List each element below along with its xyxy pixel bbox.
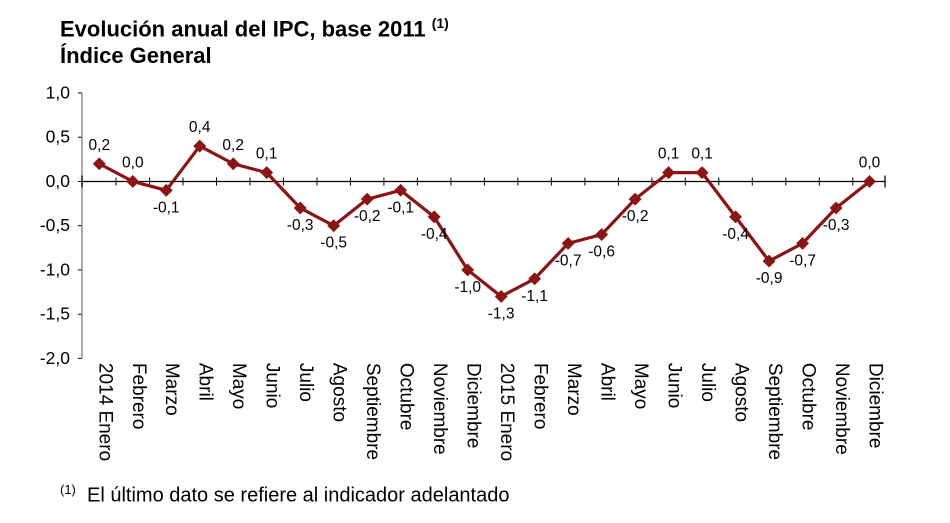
svg-text:Diciembre: Diciembre (463, 363, 484, 449)
svg-text:Febrero: Febrero (530, 363, 551, 430)
svg-text:-0,6: -0,6 (588, 244, 615, 261)
svg-text:-1,5: -1,5 (40, 304, 70, 324)
svg-text:-0,7: -0,7 (789, 252, 816, 269)
svg-text:1,0: 1,0 (46, 83, 71, 103)
svg-text:Noviembre: Noviembre (429, 363, 450, 455)
svg-text:0,5: 0,5 (46, 127, 70, 147)
svg-text:-0,5: -0,5 (320, 235, 347, 252)
svg-text:Septiembre: Septiembre (764, 363, 785, 460)
svg-text:Julio: Julio (295, 363, 316, 402)
svg-text:Marzo: Marzo (563, 363, 584, 416)
svg-text:0,1: 0,1 (691, 146, 713, 163)
svg-text:2014 Enero: 2014 Enero (94, 363, 115, 461)
svg-text:-1,3: -1,3 (488, 306, 515, 323)
svg-text:-0,7: -0,7 (555, 252, 582, 269)
svg-text:-0,3: -0,3 (823, 217, 850, 234)
svg-text:-0,3: -0,3 (287, 217, 314, 234)
svg-text:Septiembre: Septiembre (362, 363, 383, 460)
svg-text:Febrero: Febrero (128, 363, 149, 430)
svg-text:-1,1: -1,1 (521, 288, 548, 305)
svg-text:0,0: 0,0 (859, 155, 881, 172)
svg-text:-0,5: -0,5 (40, 215, 70, 235)
svg-text:-0,1: -0,1 (387, 199, 414, 216)
svg-text:Marzo: Marzo (161, 363, 182, 416)
svg-text:-1,0: -1,0 (40, 259, 70, 279)
svg-text:Noviembre: Noviembre (831, 363, 852, 455)
svg-text:Mayo: Mayo (228, 363, 249, 409)
svg-text:Abril: Abril (597, 363, 618, 401)
svg-text:0,0: 0,0 (46, 171, 71, 191)
svg-text:2015 Enero: 2015 Enero (496, 363, 517, 461)
svg-text:-0,2: -0,2 (354, 208, 381, 225)
svg-text:Agosto: Agosto (329, 363, 350, 422)
svg-text:0,1: 0,1 (256, 146, 278, 163)
svg-text:-2,0: -2,0 (40, 348, 70, 368)
svg-text:Junio: Junio (262, 363, 283, 408)
svg-text:Agosto: Agosto (731, 363, 752, 422)
svg-text:0,0: 0,0 (122, 155, 144, 172)
svg-text:-0,1: -0,1 (153, 199, 180, 216)
svg-text:Octubre: Octubre (396, 363, 417, 431)
svg-text:-0,9: -0,9 (756, 270, 783, 287)
svg-text:-0,4: -0,4 (722, 226, 749, 243)
svg-text:-0,4: -0,4 (421, 226, 448, 243)
svg-text:Julio: Julio (697, 363, 718, 402)
svg-text:Abril: Abril (195, 363, 216, 401)
svg-text:0,2: 0,2 (89, 137, 111, 154)
svg-text:-1,0: -1,0 (454, 279, 481, 296)
svg-text:0,4: 0,4 (189, 119, 211, 136)
svg-text:0,1: 0,1 (658, 146, 680, 163)
svg-text:Mayo: Mayo (630, 363, 651, 409)
svg-text:Junio: Junio (664, 363, 685, 408)
svg-text:-0,2: -0,2 (622, 208, 649, 225)
svg-text:Octubre: Octubre (798, 363, 819, 431)
svg-text:0,2: 0,2 (222, 137, 244, 154)
svg-text:Diciembre: Diciembre (865, 363, 886, 449)
